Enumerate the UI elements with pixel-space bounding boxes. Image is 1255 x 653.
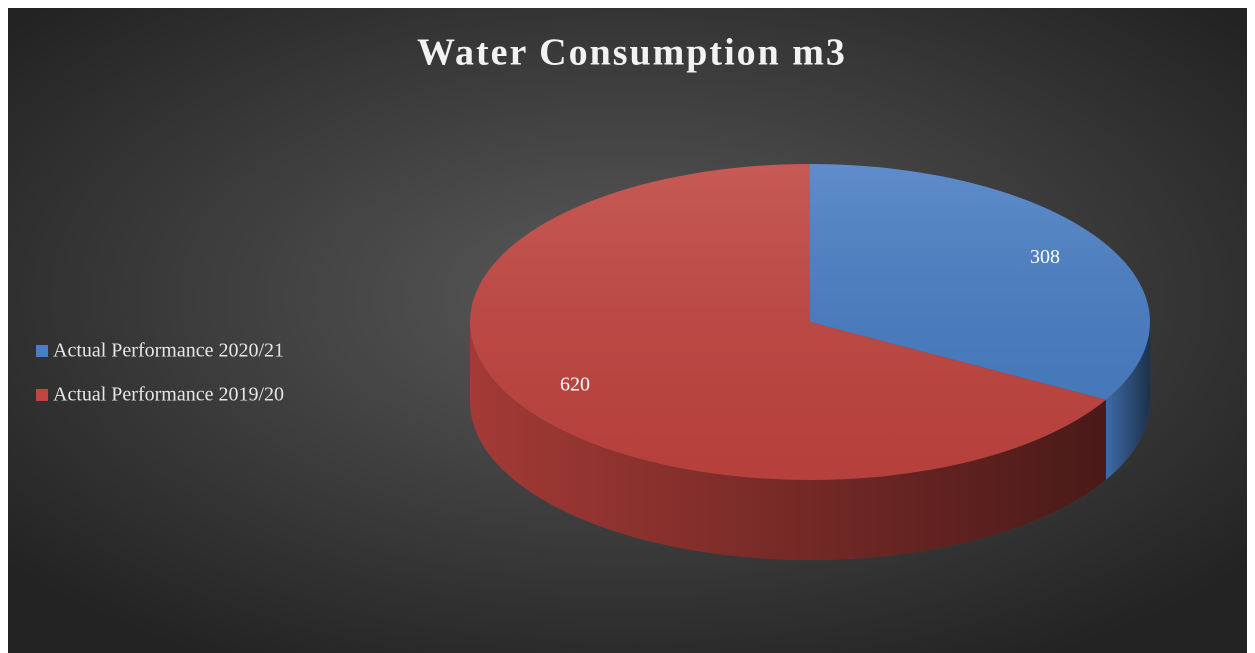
pie-slice-gloss <box>810 164 1150 400</box>
pie-side-shade <box>1105 322 1150 480</box>
data-label: 620 <box>560 373 590 395</box>
data-label: 308 <box>1030 246 1060 268</box>
pie-slice-gloss <box>470 164 1106 480</box>
legend-swatch <box>36 389 48 401</box>
pie: 308 620 <box>470 164 1150 561</box>
chart-title: Water Consumption m3 <box>417 32 847 74</box>
legend-label: Actual Performance 2019/20 <box>53 384 284 406</box>
legend: Actual Performance 2020/21 Actual Perform… <box>36 340 284 406</box>
pie-side-shade <box>470 322 1106 561</box>
legend-label: Actual Performance 2020/21 <box>53 340 284 362</box>
legend-swatch <box>36 345 48 357</box>
